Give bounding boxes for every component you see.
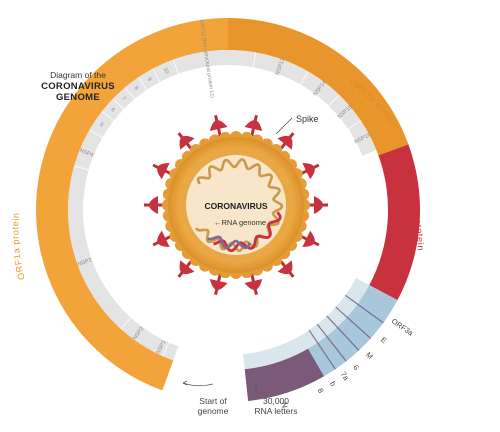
nsp-divider xyxy=(101,111,114,122)
gene-label: b xyxy=(328,380,338,388)
nsp-label: 10 xyxy=(162,67,170,75)
spike-segment xyxy=(369,144,421,301)
nsp-label: NSP4 xyxy=(79,148,95,159)
nsp-label: NSP3 xyxy=(77,257,93,268)
nsp-divider xyxy=(328,94,340,106)
rna-coil xyxy=(195,158,284,253)
nsp-divider xyxy=(252,52,257,68)
gene-stripe xyxy=(335,306,372,339)
nsp-divider xyxy=(138,77,148,91)
coronavirus-label: CORONAVIRUS xyxy=(204,201,267,211)
start-note-line-2: genome xyxy=(197,406,229,416)
spike-label: Spike xyxy=(296,114,319,124)
orf1a-label: ORF1a protein xyxy=(10,212,26,281)
nsp-band-a xyxy=(67,50,228,361)
nsp-label: NSP1 xyxy=(156,339,168,355)
nsp-label: 5 xyxy=(98,122,104,129)
gene-label: 6 xyxy=(351,363,361,372)
spike-head xyxy=(179,135,195,150)
nsp-divider xyxy=(112,98,124,110)
start-arrow xyxy=(182,382,214,387)
spike-head xyxy=(179,260,195,275)
nsp-label: 9 xyxy=(146,77,153,83)
spike-head xyxy=(302,163,315,180)
gene-label: M xyxy=(364,350,375,361)
nsp-label: 7 xyxy=(120,96,126,102)
nsp-divider xyxy=(347,120,361,130)
gene-label: E xyxy=(379,335,389,345)
nsp-divider xyxy=(120,317,132,330)
spike-head xyxy=(314,196,323,214)
rna-genome-label: ←RNA genome xyxy=(214,218,266,227)
nsp-divider xyxy=(89,129,103,138)
spike-head xyxy=(209,120,228,131)
gene-label: ORF3a xyxy=(390,317,416,338)
nsp-label: 8 xyxy=(133,85,140,91)
virus-core xyxy=(186,155,286,255)
nsp-divider xyxy=(172,59,179,74)
rna-coil-n-region xyxy=(207,235,251,250)
spike-head xyxy=(149,196,158,214)
nsp-label: NSP13 xyxy=(275,58,287,76)
spike-leader-line xyxy=(275,117,293,135)
spike-head xyxy=(302,230,315,247)
genome-ring xyxy=(35,18,421,401)
nsp-divider xyxy=(300,71,309,85)
start-arrow-head xyxy=(182,380,188,386)
start-of-genome-note: Start of genome xyxy=(188,396,238,416)
spike-head xyxy=(157,230,170,247)
title-line-2: CORONAVIRUS xyxy=(41,81,115,92)
end-note-line-2: RNA letters xyxy=(254,406,298,416)
spike-head xyxy=(244,120,263,131)
nsp-label: 6 xyxy=(109,107,115,114)
title-line-1: Diagram of the xyxy=(50,70,106,80)
end-note-line-1: 30,000 xyxy=(263,396,289,406)
accessory-genes-segment xyxy=(308,285,398,377)
coronavirus-illustration: CORONAVIRUS ←RNA genome xyxy=(144,114,328,296)
gene-stripe xyxy=(308,329,336,370)
accessory-inner-band xyxy=(243,278,370,370)
spike-head xyxy=(244,279,263,290)
orf1a-segment xyxy=(35,18,229,391)
nsp-band-b xyxy=(228,50,377,156)
start-note-line-1: Start of xyxy=(199,396,227,406)
orf1b-segment xyxy=(228,18,409,156)
spike-head xyxy=(277,260,293,275)
rna-letters-note: 30,000 RNA letters xyxy=(248,396,304,416)
spike-head xyxy=(157,163,170,180)
gene-label: N xyxy=(279,401,289,409)
n-gene-segment xyxy=(244,348,324,401)
spike-head xyxy=(209,279,228,290)
spike-head xyxy=(277,135,293,150)
nsp-divider xyxy=(124,87,136,100)
gene-stripe xyxy=(344,294,384,324)
title-line-3: GENOME xyxy=(55,92,101,103)
nsp-divider xyxy=(152,68,161,83)
gene-stripe xyxy=(326,315,360,351)
nsp-divider xyxy=(162,342,170,357)
gene-label: 8 xyxy=(316,387,326,395)
gene-label: 7a xyxy=(339,370,352,383)
gene-stripe xyxy=(316,323,347,362)
diagram-title: Diagram of the CORONAVIRUS GENOME xyxy=(22,70,134,103)
nsp-divider xyxy=(74,165,89,171)
